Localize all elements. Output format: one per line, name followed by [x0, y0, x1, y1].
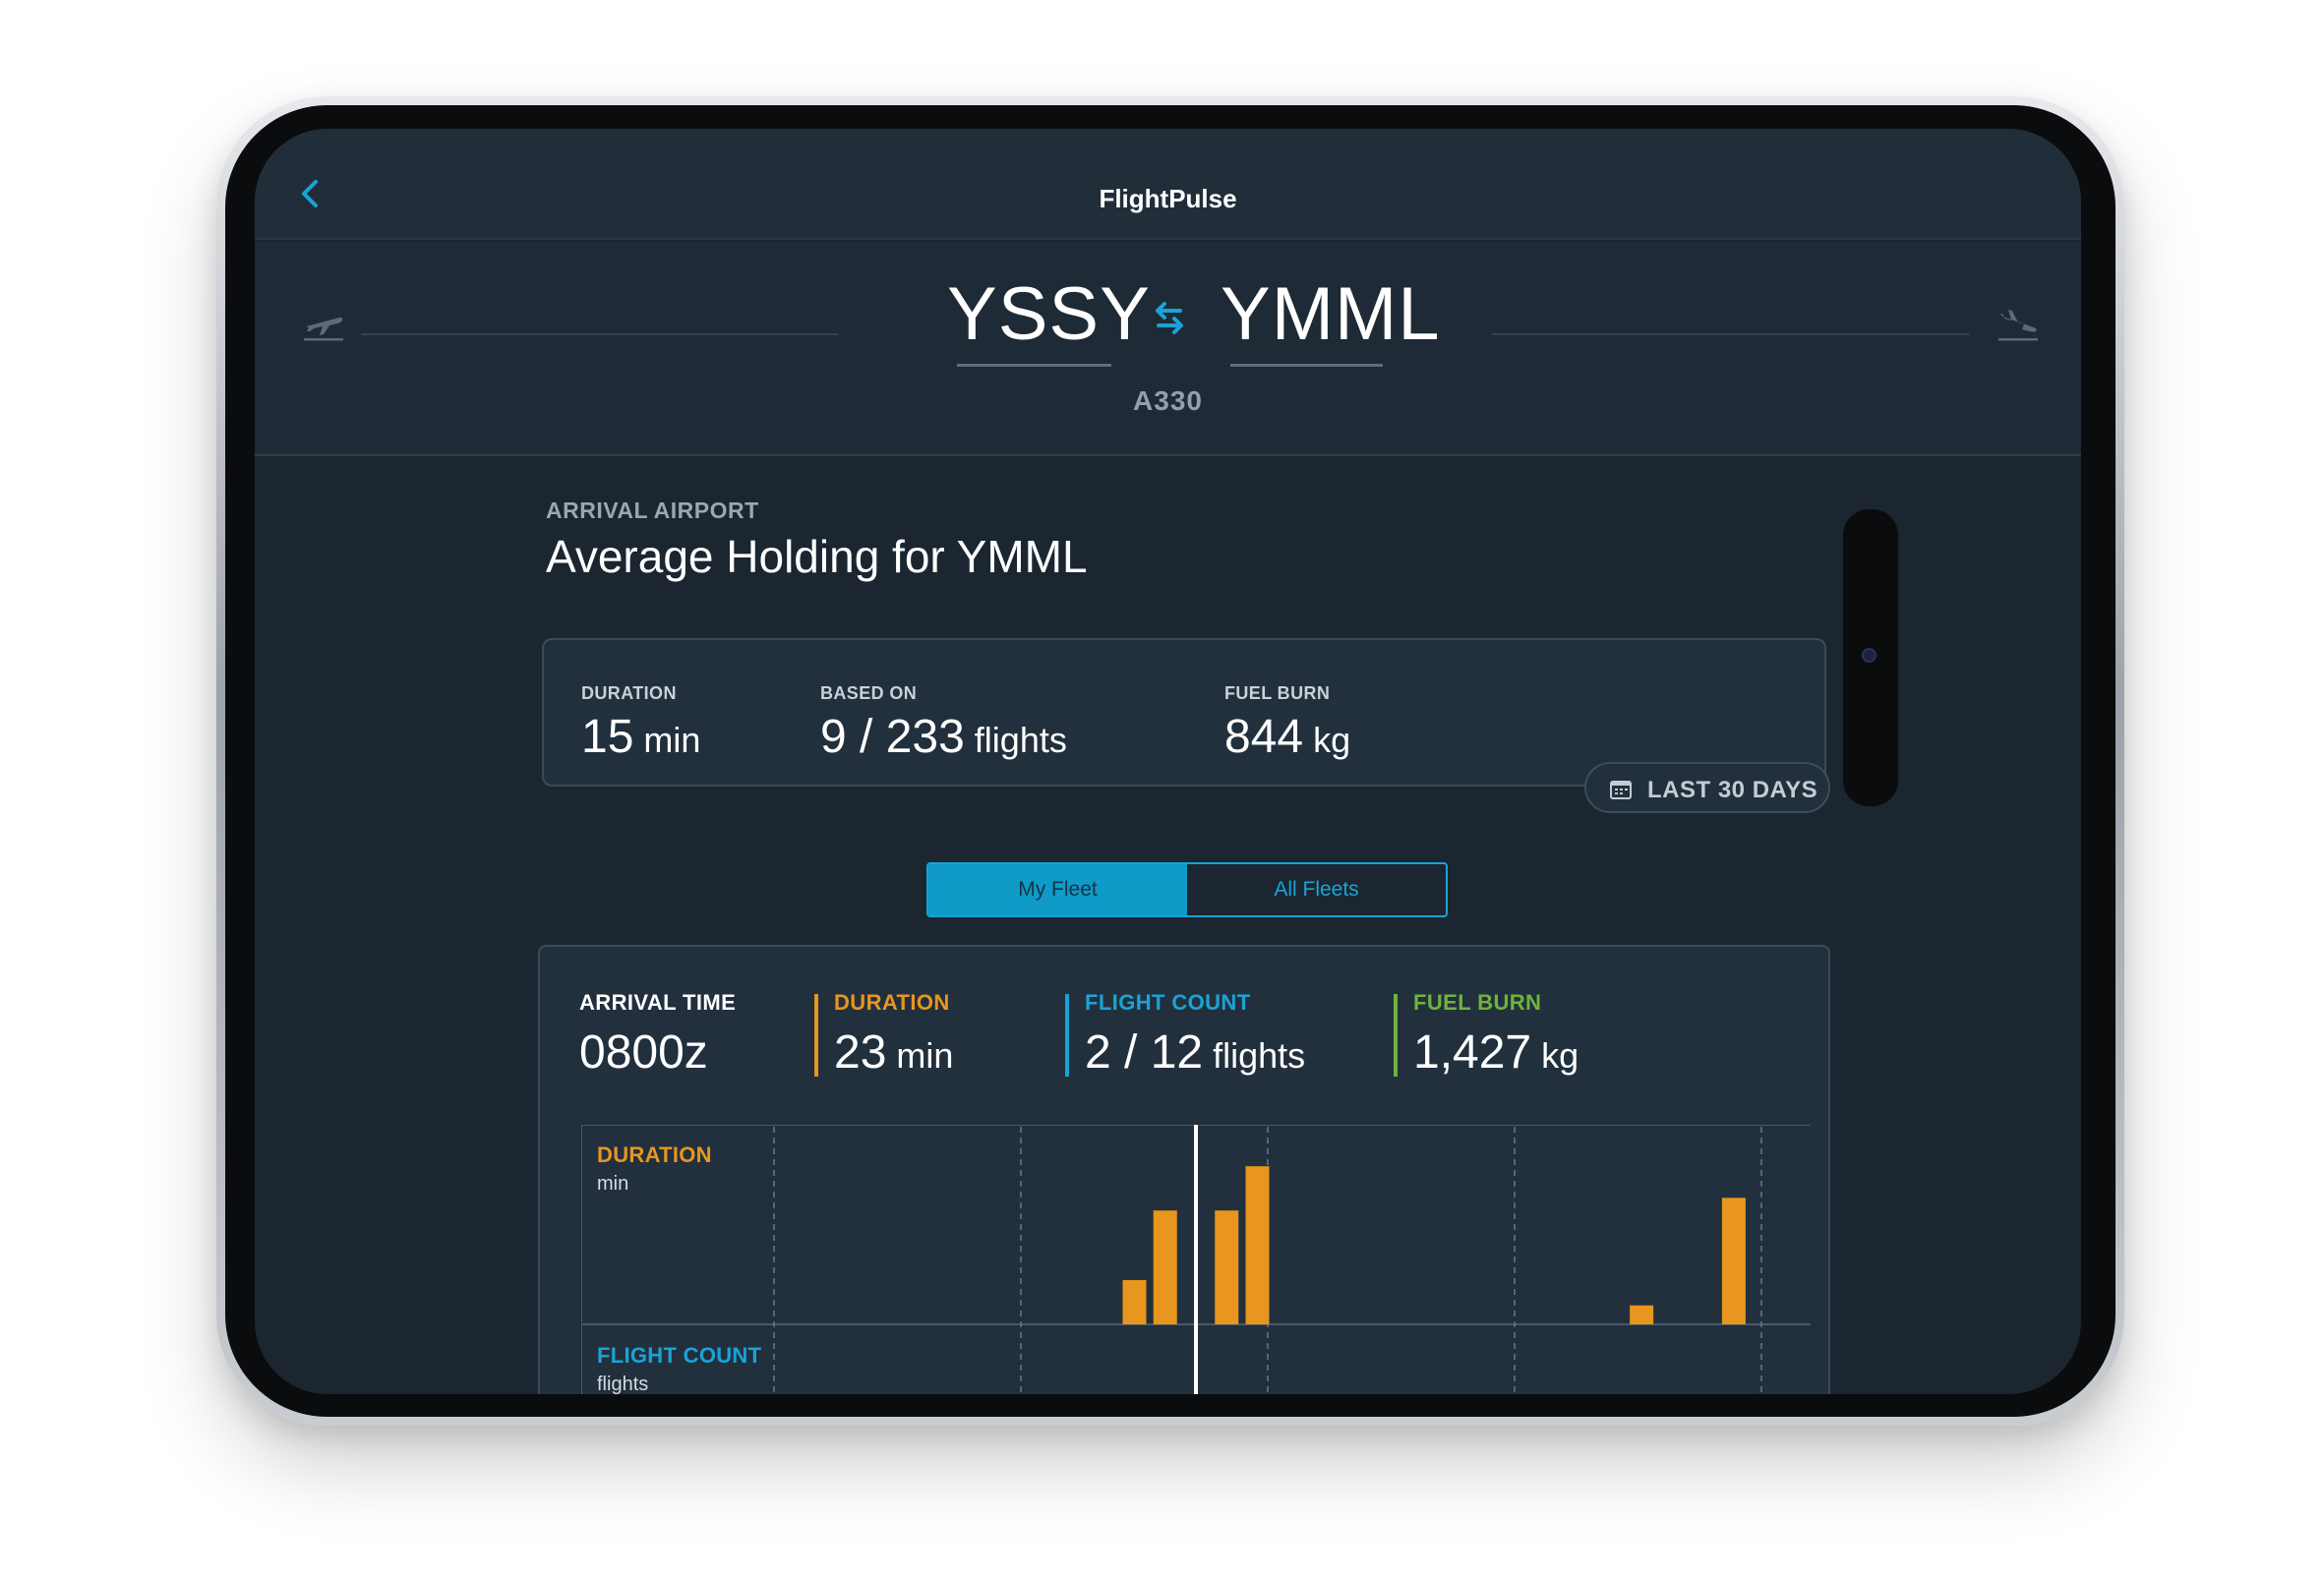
detail-arrival-time-value: 0800z: [579, 1026, 708, 1079]
duration-bar: [1245, 1166, 1270, 1324]
origin-underline: [957, 364, 1111, 367]
flight-count-panel-title: FLIGHT COUNT: [597, 1343, 762, 1368]
section-title: Average Holding for YMML: [546, 531, 1088, 582]
fuel-burn-accent-bar: [1394, 994, 1398, 1077]
holding-chart: DURATION min FLIGHT COUNT flights: [581, 1125, 1811, 1394]
app-title: FlightPulse: [1099, 184, 1237, 213]
aircraft-type: A330: [1133, 385, 1203, 416]
departure-plane-icon: [304, 317, 343, 341]
duration-bar: [1630, 1305, 1654, 1324]
back-chevron-icon[interactable]: [296, 176, 324, 211]
date-range-label: LAST 30 DAYS: [1647, 777, 1818, 803]
summary-duration-label: DURATION: [581, 683, 677, 703]
nav-bar: FlightPulse: [255, 129, 2081, 240]
route-header: YSSY YMML A330: [255, 242, 2081, 456]
destination-underline: [1230, 364, 1383, 367]
date-range-button[interactable]: LAST 30 DAYS: [1584, 762, 1830, 813]
detail-duration-value: 23 min: [834, 1026, 954, 1079]
route-line-right: [1492, 333, 1969, 335]
summary-fuel-burn-value: 844 kg: [1224, 711, 1351, 763]
summary-fuel-burn-label: FUEL BURN: [1224, 683, 1331, 703]
duration-bar: [1153, 1210, 1177, 1324]
summary-based-on-unit: flights: [964, 720, 1067, 760]
flight-count-panel-unit: flights: [597, 1374, 649, 1394]
detail-flight-count-value: 2 / 12 flights: [1085, 1026, 1306, 1079]
all-fleets-tab[interactable]: All Fleets: [1274, 878, 1359, 901]
fleet-toggle: My Fleet All Fleets: [926, 862, 1448, 917]
summary-based-on-label: BASED ON: [820, 683, 918, 703]
duration-accent-bar: [814, 994, 818, 1077]
summary-card: DURATION 15 min BASED ON 9 / 233 flights…: [542, 638, 1826, 787]
duration-panel-unit: min: [597, 1173, 629, 1195]
duration-bar: [1721, 1198, 1746, 1324]
detail-flight-count-unit: flights: [1203, 1035, 1306, 1076]
duration-bar: [1215, 1210, 1239, 1324]
detail-flight-count-label: FLIGHT COUNT: [1085, 990, 1251, 1015]
camera-icon: [1862, 648, 1877, 663]
arrival-plane-icon: [1998, 310, 2038, 341]
detail-fuel-burn: FUEL BURN 1,427 kg: [1394, 990, 1579, 1080]
swap-arrows-icon[interactable]: [1151, 299, 1188, 338]
chart-svg: [581, 1125, 1811, 1394]
summary-duration-value: 15 min: [581, 711, 701, 763]
app-screen: FlightPulse YSSY YMML: [255, 129, 2081, 1394]
route-line-left: [361, 333, 838, 335]
flight-count-accent-bar: [1065, 994, 1069, 1077]
summary-duration: DURATION 15 min: [581, 683, 700, 764]
tablet-frame: FlightPulse YSSY YMML: [216, 96, 2124, 1426]
detail-duration: DURATION 23 min: [814, 990, 953, 1080]
duration-panel-label: DURATION min: [597, 1142, 712, 1196]
flight-count-panel-label: FLIGHT COUNT flights: [597, 1343, 761, 1394]
destination-code[interactable]: YMML: [1221, 272, 1441, 356]
summary-based-on-value: 9 / 233 flights: [820, 711, 1067, 763]
detail-fuel-burn-value: 1,427 kg: [1413, 1026, 1579, 1079]
detail-arrival-time-label: ARRIVAL TIME: [579, 990, 737, 1015]
detail-arrival-time: ARRIVAL TIME 0800z: [560, 990, 736, 1080]
detail-fuel-burn-label: FUEL BURN: [1413, 990, 1542, 1015]
summary-fuel-burn: FUEL BURN 844 kg: [1224, 683, 1350, 764]
calendar-icon: [1610, 781, 1632, 799]
detail-duration-label: DURATION: [834, 990, 950, 1015]
duration-bar: [1122, 1279, 1147, 1324]
detail-duration-unit: min: [886, 1035, 954, 1076]
summary-duration-unit: min: [633, 720, 701, 760]
my-fleet-tab[interactable]: My Fleet: [928, 864, 1187, 915]
tablet-bezel: FlightPulse YSSY YMML: [225, 105, 2115, 1417]
section-label: ARRIVAL AIRPORT: [546, 497, 759, 523]
origin-code[interactable]: YSSY: [947, 272, 1151, 356]
duration-panel-title: DURATION: [597, 1142, 712, 1167]
summary-fuel-burn-unit: kg: [1303, 720, 1351, 760]
summary-based-on: BASED ON 9 / 233 flights: [820, 683, 1067, 764]
detail-fuel-burn-unit: kg: [1531, 1035, 1579, 1076]
detail-flight-count: FLIGHT COUNT 2 / 12 flights: [1065, 990, 1305, 1080]
detail-card: ARRIVAL TIME 0800z DURATION 23 min FLIGH…: [538, 945, 1830, 1394]
